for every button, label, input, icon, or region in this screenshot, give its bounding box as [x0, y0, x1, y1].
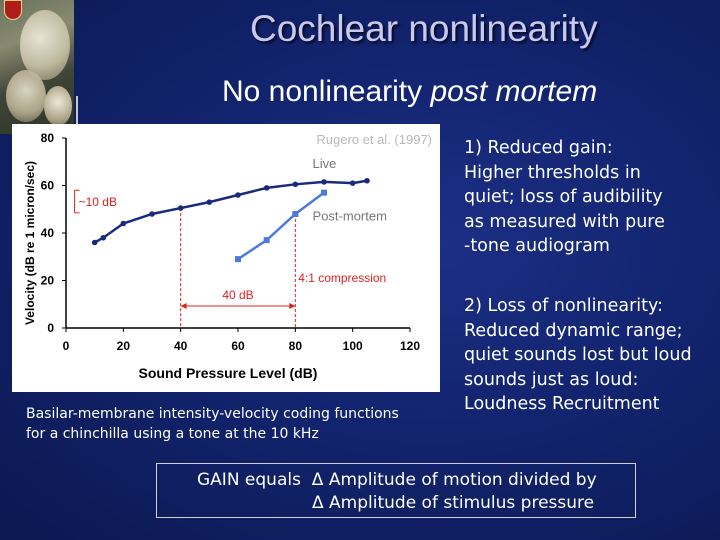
point-line: as measured with pure [464, 211, 665, 232]
data-point-live [349, 180, 356, 186]
data-point-post-mortem [235, 256, 241, 263]
y-tick-label: 80 [41, 131, 55, 145]
threshold-shift-label: 40 dB [222, 288, 253, 302]
series-line-post-mortem [237, 191, 325, 261]
x-tick-label: 100 [343, 339, 363, 353]
shift-arrow-head [180, 303, 187, 309]
point-line: 2) Loss of nonlinearity: [464, 296, 663, 316]
divider [76, 96, 78, 130]
velocity-chart: 0 20 40 60 80 100 120 0 20 40 60 80 Sound Pressure L… [23, 131, 432, 381]
x-tick-label: 0 [63, 339, 70, 353]
post-mortem-series-label: Post-mortem [313, 208, 387, 223]
data-point-live [177, 205, 184, 211]
point-line: quiet sounds lost but loud [464, 345, 692, 365]
chart-panel: 0 20 40 60 80 100 120 0 20 40 60 80 Sound Pressure L… [12, 124, 440, 392]
source-label: Rugero et al. (1997) [316, 132, 432, 147]
point-line: sounds just as loud: [464, 369, 639, 390]
figure-caption: Basilar-membrane intensity-velocity codi… [26, 404, 456, 444]
gain-loss-label: ~10 dB [79, 195, 117, 209]
corner-photo [0, 0, 74, 134]
y-tick-label: 0 [47, 321, 54, 335]
compression-label: 4:1 compression [298, 271, 386, 285]
data-point-post-mortem [292, 211, 299, 217]
data-point-live [292, 181, 299, 188]
gain-line-1: GAIN equals Δ Amplitude of motion divide… [197, 470, 597, 490]
point-line: quiet; loss of audibility [464, 187, 663, 207]
data-point-live [100, 234, 107, 241]
caption-line: for a chinchilla using a tone at the 10 … [26, 426, 319, 442]
caption-line: Basilar-membrane intensity-velocity codi… [26, 406, 399, 422]
y-tick-label: 60 [41, 179, 55, 193]
gain-formula-2: Δ Amplitude of stimulus pressure [312, 493, 595, 513]
data-point-live [235, 192, 241, 198]
shell-image [20, 10, 70, 80]
data-point-live [91, 239, 98, 246]
subtitle-italic: post mortem [430, 75, 598, 108]
shell-image [44, 86, 72, 126]
data-point-live [120, 220, 127, 227]
x-tick-label: 80 [289, 339, 303, 353]
point-loss-of-nonlinearity: 2) Loss of nonlinearity: Reduced dynamic… [464, 294, 720, 417]
x-axis-label: Sound Pressure Level (dB) [139, 365, 318, 381]
x-tick-label: 120 [400, 339, 420, 353]
data-point-live [149, 211, 155, 217]
y-tick-label: 40 [41, 226, 55, 240]
crest-logo [4, 0, 22, 20]
gain-label: GAIN equals [197, 470, 301, 490]
data-point-post-mortem [321, 189, 327, 196]
data-point-live [206, 199, 213, 205]
slide-title: Cochlear nonlinearity [250, 8, 598, 49]
point-line: Higher thresholds in [464, 162, 641, 183]
x-tick-label: 60 [231, 339, 245, 353]
data-point-post-mortem [263, 237, 270, 244]
data-point-live [263, 185, 270, 191]
subtitle-normal: No nonlinearity [222, 75, 423, 108]
point-line: Reduced dynamic range; [464, 320, 683, 341]
shell-image [6, 70, 46, 122]
x-tick-label: 40 [174, 339, 188, 353]
point-line: Loudness Recruitment [464, 394, 660, 414]
point-reduced-gain: 1) Reduced gain: Higher thresholds in qu… [464, 136, 714, 259]
slide-subtitle: No nonlinearity post mortem [222, 75, 597, 109]
gain-formula-1: Δ Amplitude of motion divided by [311, 470, 597, 490]
y-tick-label: 20 [41, 274, 55, 288]
data-point-live [364, 177, 370, 184]
y-axis-label: Velocity (dB re 1 micron/sec) [23, 161, 37, 325]
series-line-live [94, 179, 368, 244]
data-point-live [321, 179, 327, 185]
shift-arrow-head [289, 303, 296, 309]
point-line: -tone audiogram [464, 236, 610, 256]
gain-definition-box: GAIN equals Δ Amplitude of motion divide… [156, 463, 636, 518]
live-series-label: Live [313, 156, 337, 171]
point-line: 1) Reduced gain: [464, 138, 613, 158]
x-tick-label: 20 [117, 339, 131, 353]
